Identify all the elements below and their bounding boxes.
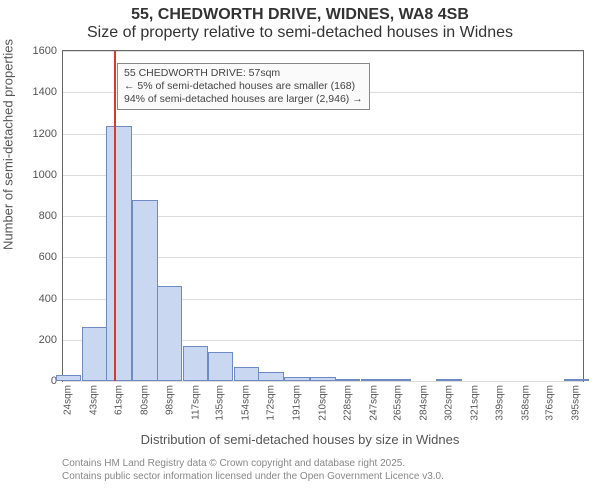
chart-subtitle: Size of property relative to semi-detach…	[0, 24, 600, 42]
x-axis-label: Distribution of semi-detached houses by …	[0, 432, 600, 447]
histogram-bar	[234, 367, 259, 381]
y-tick-label: 200	[39, 334, 63, 346]
attribution-line2: Contains public sector information licen…	[62, 471, 444, 484]
x-tick-label: 61sqm	[114, 381, 125, 415]
plot-area: 0200400600800100012001400160024sqm43sqm6…	[62, 50, 584, 382]
x-tick-label: 43sqm	[89, 381, 100, 415]
histogram-bar	[82, 327, 107, 381]
x-tick-label: 247sqm	[368, 381, 379, 421]
y-tick-label: 600	[39, 251, 63, 263]
chart-title: 55, CHEDWORTH DRIVE, WIDNES, WA8 4SB	[0, 6, 600, 24]
x-tick-label: 24sqm	[63, 381, 74, 415]
y-tick-label: 1600	[33, 45, 63, 57]
histogram-bar	[132, 200, 157, 382]
x-tick-label: 265sqm	[393, 381, 404, 421]
annotation-box: 55 CHEDWORTH DRIVE: 57sqm← 5% of semi-de…	[117, 63, 370, 110]
x-tick-label: 339sqm	[494, 381, 505, 421]
x-tick-label: 98sqm	[164, 381, 175, 415]
attribution-line1: Contains HM Land Registry data © Crown c…	[62, 458, 444, 471]
x-tick-label: 302sqm	[443, 381, 454, 421]
histogram-bar	[183, 346, 208, 381]
x-tick-label: 135sqm	[215, 381, 226, 421]
attribution-text: Contains HM Land Registry data © Crown c…	[62, 458, 444, 483]
gridline	[63, 134, 583, 135]
y-tick-label: 800	[39, 210, 63, 222]
histogram-bar	[106, 126, 131, 381]
y-tick-label: 400	[39, 293, 63, 305]
gridline	[63, 175, 583, 176]
x-tick-label: 80sqm	[140, 381, 151, 415]
y-axis-label: Number of semi-detached properties	[1, 39, 16, 250]
x-tick-label: 228sqm	[342, 381, 353, 421]
histogram-bar	[208, 352, 233, 381]
histogram-bar	[258, 372, 283, 381]
x-tick-label: 376sqm	[545, 381, 556, 421]
x-tick-label: 395sqm	[571, 381, 582, 421]
x-tick-label: 321sqm	[469, 381, 480, 421]
property-marker-line	[114, 51, 116, 381]
title-line1: 55, CHEDWORTH DRIVE, WIDNES, WA8 4SB	[131, 6, 469, 23]
chart-container: 55, CHEDWORTH DRIVE, WIDNES, WA8 4SB Siz…	[0, 0, 600, 500]
x-tick-label: 154sqm	[241, 381, 252, 421]
annotation-line: 94% of semi-detached houses are larger (…	[124, 93, 363, 106]
x-tick-label: 117sqm	[190, 381, 201, 420]
annotation-line: ← 5% of semi-detached houses are smaller…	[124, 80, 363, 93]
x-tick-label: 284sqm	[419, 381, 430, 421]
y-tick-label: 1200	[33, 128, 63, 140]
title-line2: Size of property relative to semi-detach…	[87, 24, 513, 41]
x-tick-label: 191sqm	[292, 381, 303, 421]
y-tick-label: 1400	[33, 86, 63, 98]
annotation-line: 55 CHEDWORTH DRIVE: 57sqm	[124, 67, 363, 80]
x-tick-label: 210sqm	[318, 381, 329, 421]
x-tick-label: 358sqm	[520, 381, 531, 421]
histogram-bar	[157, 286, 182, 381]
x-tick-label: 172sqm	[266, 381, 277, 421]
y-tick-label: 1000	[33, 169, 63, 181]
gridline	[63, 51, 583, 52]
